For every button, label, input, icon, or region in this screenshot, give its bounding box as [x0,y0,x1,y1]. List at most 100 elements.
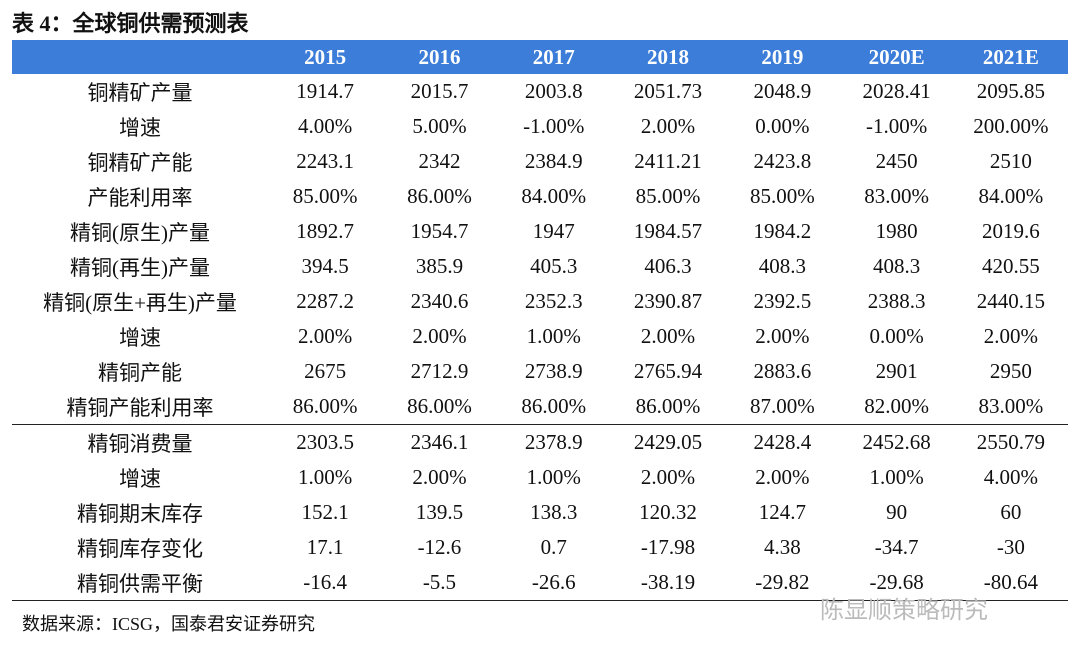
cell: 2738.9 [524,359,583,383]
cell: 200.00% [973,114,1049,138]
cell: 2352.3 [524,289,583,313]
cell: 85.00% [749,184,815,208]
cell: 2003.8 [524,79,583,103]
cell: 1980 [875,219,918,243]
cell: 0.7 [540,535,567,559]
cell: 2950 [989,359,1032,383]
cell: 60 [1000,500,1022,524]
cell: 2388.3 [867,289,926,313]
cell: 2019.6 [982,219,1040,243]
cell: 385.9 [415,254,464,278]
cell: 139.5 [415,500,464,524]
row-label: 铜精矿产量 [87,80,193,105]
column-header: 2015 [268,40,383,74]
table-row: 精铜产能利用率 86.00% 86.00% 86.00% 86.00% 87.00% 82.… [12,389,1068,425]
cell: 408.3 [873,254,921,278]
cell: 2.00% [755,465,810,489]
table-row: 精铜(原生+再生)产量 2287.2 2340.6 2352.3 2390.87 2392… [12,284,1068,319]
cell: 1954.7 [410,219,469,243]
cell: 1947 [532,219,575,243]
row-label: 精铜消费量 [12,424,268,460]
cell: 2411.21 [634,149,702,173]
cell: -38.19 [640,570,696,594]
column-header: 2017 [496,40,611,74]
cell: 2051.73 [633,79,703,103]
cell: 2450 [875,149,918,173]
cell: 86.00% [407,184,472,208]
cell: 138.3 [530,500,578,524]
cell: -29.82 [755,570,810,594]
cell: 2378.9 [496,424,611,460]
cell: 2423.8 [753,149,812,173]
cell: 405.3 [530,254,578,278]
cell: 2675 [304,359,347,383]
table-row: 产能利用率 85.00% 86.00% 84.00% 85.00% 85.00% 83.00… [12,179,1068,214]
cell: -16.4 [303,570,348,594]
watermark: 陈显顺策略研究 [820,596,988,624]
cell: 2.00% [640,114,696,138]
cell: 1914.7 [296,79,355,103]
cell: 84.00% [521,184,587,208]
cell: 1984.2 [753,219,812,243]
cell: 1.00% [526,465,581,489]
cell: 2510 [989,149,1032,173]
row-label: 铜精矿产能 [87,150,193,175]
cell: 86.00% [407,394,472,418]
table-title: 表 4：全球铜供需预测表 [12,11,249,36]
cell: 2.00% [983,324,1039,348]
cell: 2392.5 [753,289,812,313]
table: 2015 2016 2017 2018 2019 2020E 2021E 铜精矿产量 1914… [12,40,1069,601]
column-header [12,40,268,74]
table-row: 精铜产能 2675 2712.9 2738.9 2765.94 2883.6 2901 295… [12,354,1068,389]
column-header: 2018 [610,40,726,74]
cell: -30 [996,535,1025,559]
cell: 2384.9 [524,149,583,173]
column-header: 2020E [839,40,954,74]
cell: 87.00% [749,394,815,418]
row-label: 精铜库存变化 [77,536,203,561]
table-row: 增速 2.00% 2.00% 1.00% 2.00% 2.00% 0.00% 2.00% [12,319,1068,354]
cell: 82.00% [864,394,929,418]
row-label: 精铜供需平衡 [77,571,203,596]
table-row: 精铜期末库存 152.1 139.5 138.3 120.32 124.7 90 60 [12,495,1068,530]
cell: 2.00% [755,324,810,348]
header-row: 2015 2016 2017 2018 2019 2020E 2021E [12,40,1069,74]
row-label: 精铜(原生)产量 [70,220,210,245]
cell: 394.5 [301,254,349,278]
cell: 2550.79 [953,424,1069,460]
cell: 2028.41 [862,79,931,103]
cell: 2.00% [412,465,467,489]
cell: 0.00% [869,324,924,348]
cell: 124.7 [758,500,806,524]
cell: 2883.6 [753,359,812,383]
cell: 2340.6 [410,289,469,313]
cell: 85.00% [635,184,701,208]
cell: 2765.94 [633,359,703,383]
cell: 120.32 [639,500,697,524]
cell: 2428.4 [725,424,840,460]
cell: 0.00% [755,114,810,138]
table-row: 精铜供需平衡 -16.4 -5.5 -26.6 -38.19 -29.82 -29.68 -8… [12,565,1068,601]
cell: 86.00% [292,394,358,418]
cell: 1.00% [869,465,924,489]
cell: 2.00% [412,324,467,348]
table-row: 增速 4.00% 5.00% -1.00% 2.00% 0.00% -1.00% 200.00… [12,109,1068,144]
cell: 2346.1 [382,424,497,460]
cell: 1984.57 [633,219,703,243]
cell: -29.68 [869,570,924,594]
cell: 2287.2 [296,289,355,313]
cell: 90 [886,500,908,524]
cell: 1892.7 [296,219,355,243]
cell: -1.00% [523,114,585,138]
cell: 17.1 [306,535,344,559]
cell: 2390.87 [633,289,703,313]
cell: -26.6 [531,570,576,594]
cell: 1.00% [298,465,353,489]
cell: 2901 [875,359,918,383]
cell: 2015.7 [410,79,469,103]
cell: 2303.5 [268,424,383,460]
cell: 2.00% [640,465,696,489]
cell: -5.5 [422,570,457,594]
cell: 83.00% [864,184,929,208]
